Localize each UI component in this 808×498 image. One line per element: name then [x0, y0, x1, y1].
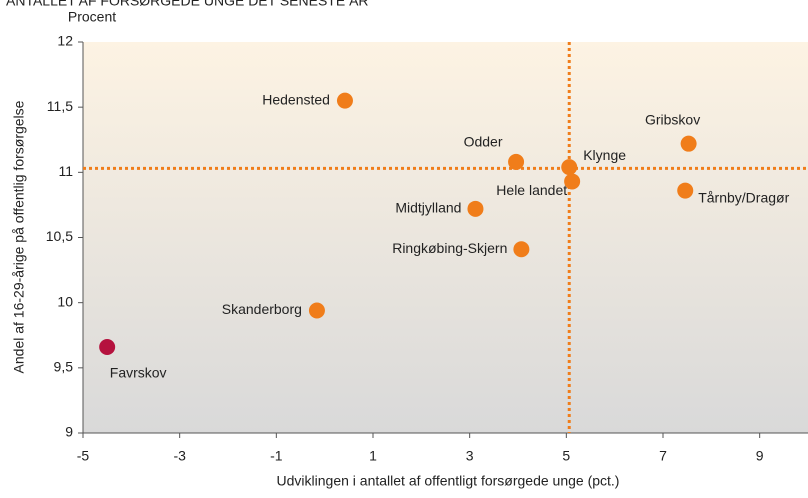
point-label: Ringkøbing-Skjern: [392, 240, 507, 256]
point: [680, 135, 697, 152]
point: [677, 182, 694, 199]
x-tick-label: 5: [562, 448, 570, 464]
x-tick-label: -3: [173, 448, 186, 464]
y-tick-label: 12: [57, 33, 73, 49]
x-tick-label: -1: [270, 448, 283, 464]
y-tick-label: 11,5: [47, 98, 73, 114]
chart-title: ANTALLET AF FORSØRGEDE UNGE DET SENESTE …: [6, 0, 369, 9]
point: [467, 200, 484, 217]
point: [308, 302, 325, 319]
point: [561, 159, 578, 176]
point-label: Hedensted: [262, 91, 330, 107]
y-tick-label: 11: [58, 163, 73, 179]
point-label: Gribskov: [645, 111, 700, 127]
point-label: Skanderborg: [222, 301, 302, 317]
x-tick-label: -5: [77, 448, 90, 464]
plot-area: [83, 42, 808, 433]
y-axis-label: Andel af 16-29-årige på offentlig forsør…: [11, 100, 27, 373]
y-tick-label: 9: [65, 424, 73, 440]
point-label: Favrskov: [110, 365, 167, 381]
x-tick-label: 7: [659, 448, 667, 464]
y-tick-label: 10,5: [46, 228, 73, 244]
point-label: Tårnby/Dragør: [698, 189, 789, 205]
point-label: Klynge: [583, 147, 626, 163]
point: [508, 153, 525, 170]
point-label: Odder: [464, 134, 503, 150]
point: [564, 173, 581, 190]
x-tick-label: 3: [466, 448, 474, 464]
point: [336, 92, 353, 109]
y-tick-label: 9,5: [54, 359, 74, 375]
x-tick-label: 1: [369, 448, 377, 464]
point-label: Hele landet: [496, 182, 567, 198]
point: [513, 241, 530, 258]
point: [99, 338, 116, 355]
x-axis-label: Udviklingen i antallet af offentligt for…: [277, 473, 620, 489]
y-tick-label: 10: [57, 293, 73, 309]
point-label: Midtjylland: [395, 200, 461, 216]
y-unit-label: Procent: [68, 9, 116, 25]
x-tick-label: 9: [756, 448, 764, 464]
